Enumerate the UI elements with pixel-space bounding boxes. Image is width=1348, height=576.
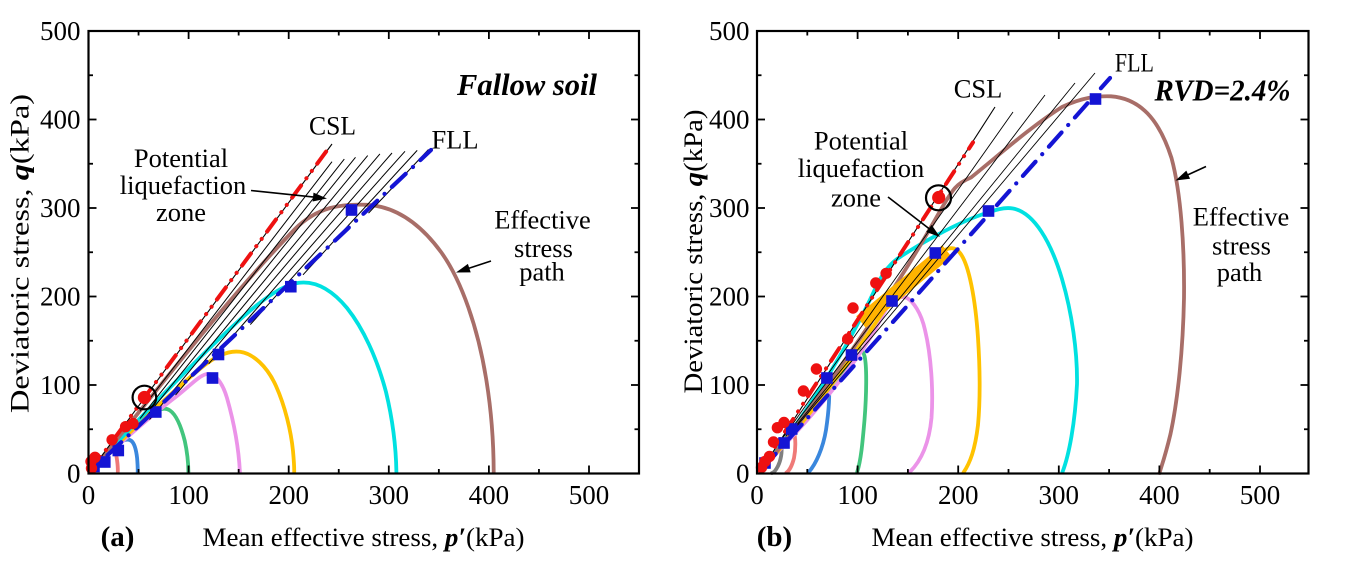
svg-text:stress: stress [514, 233, 573, 263]
svg-text:200: 200 [268, 480, 309, 510]
svg-text:500: 500 [40, 16, 81, 46]
svg-text:FLL: FLL [1115, 47, 1154, 77]
svg-text:0: 0 [67, 458, 81, 488]
svg-text:Potential: Potential [814, 126, 908, 156]
svg-text:zone: zone [831, 183, 881, 213]
svg-text:Effective: Effective [494, 205, 591, 235]
svg-text:400: 400 [1139, 480, 1180, 510]
svg-text:500: 500 [569, 480, 610, 510]
svg-text:0: 0 [736, 458, 750, 488]
svg-text:400: 400 [40, 104, 81, 134]
svg-text:400: 400 [709, 104, 750, 134]
svg-text:Fallow soil: Fallow soil [456, 68, 598, 102]
svg-text:path: path [1217, 257, 1263, 287]
svg-text:Potential: Potential [134, 143, 228, 173]
svg-text:zone: zone [156, 197, 206, 227]
svg-text:Deviatoric stress, q(kPa): Deviatoric stress, q(kPa) [6, 94, 35, 413]
svg-text:liquefaction: liquefaction [798, 153, 925, 183]
svg-text:0: 0 [82, 480, 96, 510]
svg-text:500: 500 [1240, 480, 1281, 510]
svg-text:500: 500 [709, 16, 750, 46]
svg-text:300: 300 [709, 193, 750, 223]
svg-text:Mean effective stress, p′(kPa): Mean effective stress, p′(kPa) [203, 523, 525, 552]
svg-text:Effective: Effective [1193, 202, 1290, 232]
svg-text:stress: stress [1212, 231, 1271, 261]
svg-text:(b): (b) [757, 521, 792, 553]
svg-text:400: 400 [469, 480, 510, 510]
svg-text:200: 200 [40, 281, 81, 311]
svg-text:Mean effective stress, p′(kPa): Mean effective stress, p′(kPa) [872, 523, 1194, 552]
svg-text:100: 100 [40, 370, 81, 400]
svg-text:Deviatoric stress, q(kPa): Deviatoric stress, q(kPa) [679, 110, 708, 394]
svg-text:CSL: CSL [954, 73, 1003, 103]
svg-text:path: path [519, 257, 565, 287]
svg-text:CSL: CSL [309, 111, 356, 141]
svg-text:100: 100 [837, 480, 878, 510]
svg-text:300: 300 [369, 480, 410, 510]
svg-text:FLL: FLL [431, 125, 478, 155]
svg-text:(a): (a) [101, 521, 135, 553]
svg-text:200: 200 [709, 281, 750, 311]
svg-text:0: 0 [750, 480, 764, 510]
svg-text:RVD=2.4%: RVD=2.4% [1154, 74, 1291, 108]
svg-text:liquefaction: liquefaction [120, 170, 247, 200]
svg-text:100: 100 [168, 480, 209, 510]
svg-text:200: 200 [938, 480, 979, 510]
svg-text:300: 300 [40, 193, 81, 223]
svg-text:300: 300 [1039, 480, 1080, 510]
svg-text:100: 100 [709, 370, 750, 400]
